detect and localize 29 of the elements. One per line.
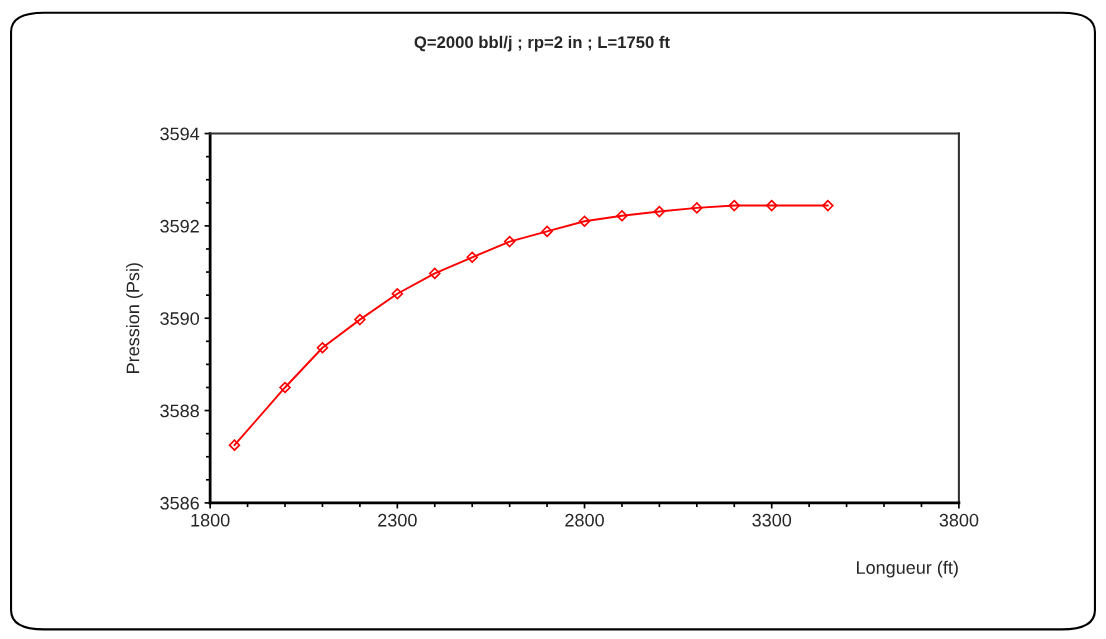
- point: [466, 251, 478, 264]
- point: [354, 313, 366, 326]
- point: [279, 381, 291, 394]
- y-axis-title: Pression (Psi): [126, 263, 143, 373]
- point: [503, 235, 516, 248]
- x-axis-title: Longueur (ft): [857, 560, 958, 578]
- point: [541, 225, 553, 238]
- chart-title: Q=2000 bbl/j ; rp=2 in ; L=1750 ft: [414, 35, 670, 52]
- x-tick-label: 3300: [752, 513, 792, 527]
- y-tick-label: 3588: [160, 404, 199, 418]
- point: [653, 205, 666, 218]
- point: [228, 439, 241, 451]
- x-tick-label: 1800: [191, 513, 230, 527]
- point: [578, 215, 591, 228]
- point: [316, 342, 329, 354]
- point: [822, 199, 834, 212]
- point: [616, 209, 628, 222]
- y-tick-label: 3590: [160, 312, 200, 325]
- point: [691, 202, 703, 214]
- point: [728, 199, 741, 212]
- x-tick-label: 2300: [378, 513, 417, 527]
- y-tick-label: 3592: [160, 219, 199, 233]
- y-tick-label: 3586: [160, 496, 199, 510]
- point: [765, 199, 778, 212]
- y-tick-label: 3594: [160, 127, 200, 141]
- x-tick-label: 2800: [565, 513, 604, 527]
- point: [429, 267, 441, 280]
- x-tick-label: 3800: [939, 513, 979, 527]
- point: [391, 288, 404, 300]
